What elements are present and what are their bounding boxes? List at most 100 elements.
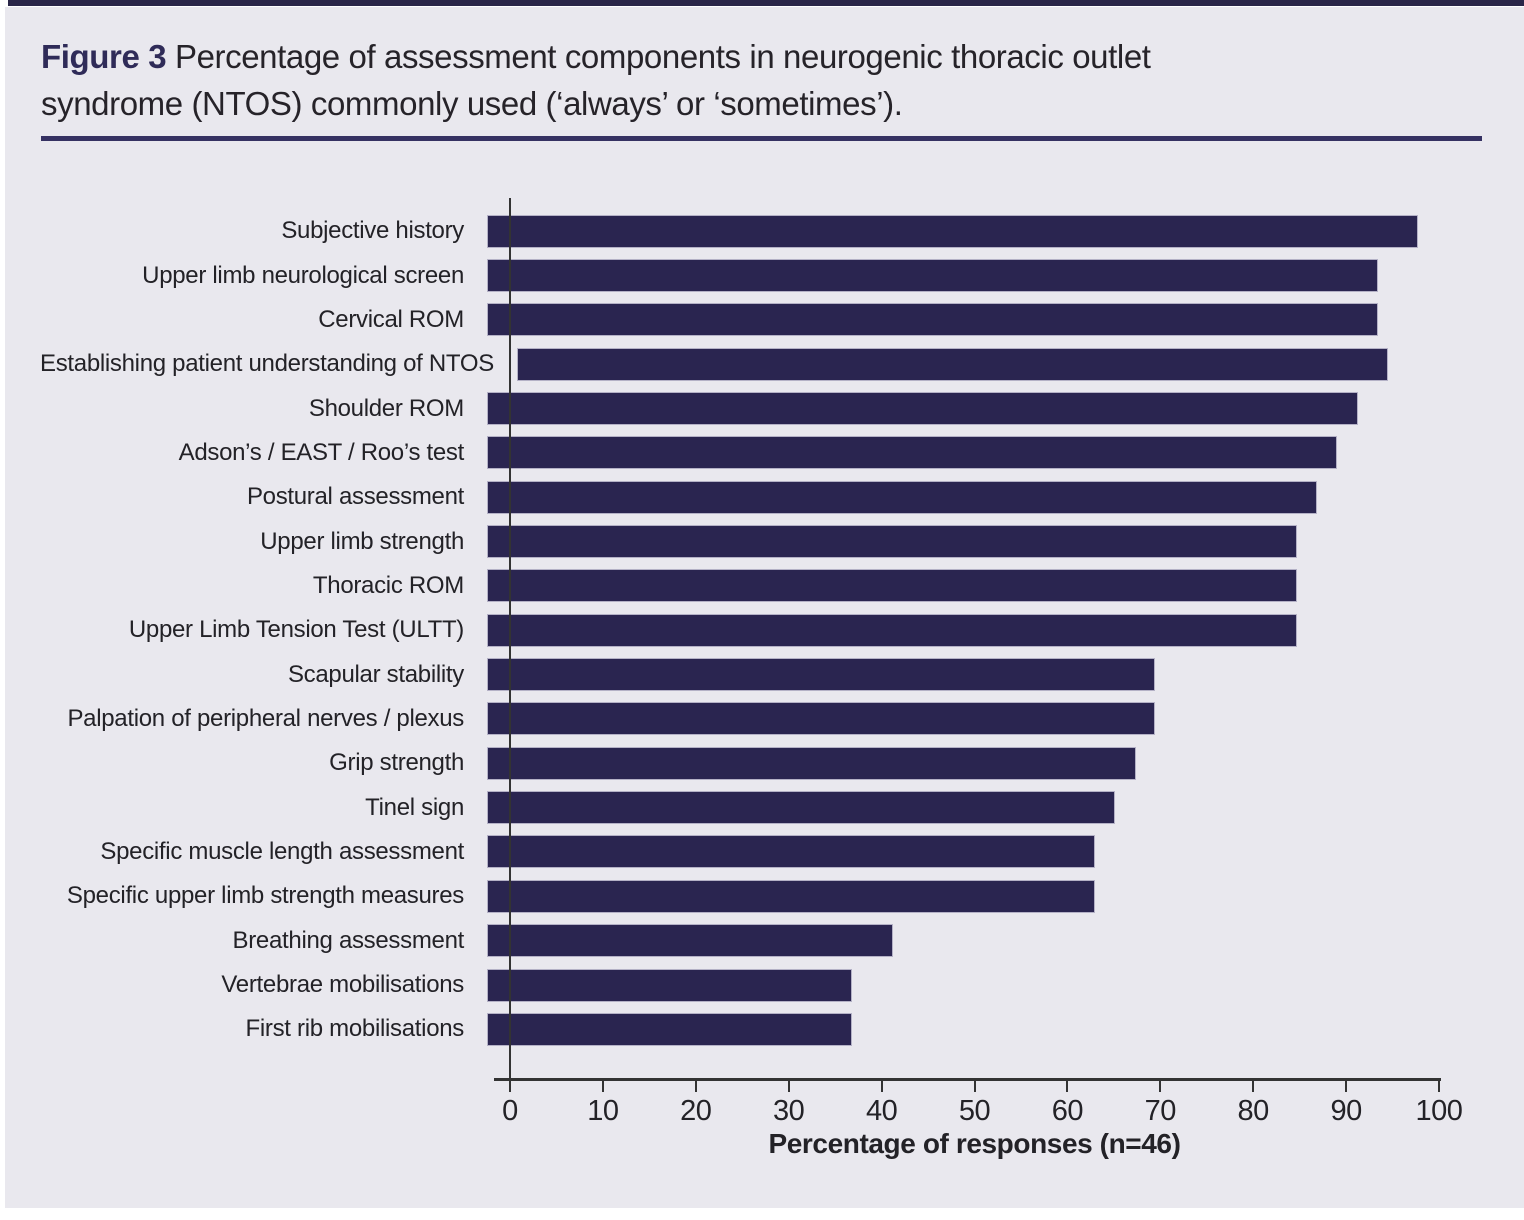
- bar-track: [516, 347, 1446, 381]
- bar: [487, 569, 1298, 603]
- x-axis-line: [494, 1078, 1441, 1081]
- category-label: Upper limb neurological screen: [142, 261, 464, 289]
- tick-mark: [694, 1081, 697, 1092]
- bar: [516, 347, 1388, 381]
- bar: [487, 702, 1156, 736]
- bar-row: Grip strength: [40, 741, 1439, 785]
- tick-label: 50: [958, 1095, 991, 1127]
- category-label: Subjective history: [281, 217, 464, 245]
- tick-mark: [509, 1081, 511, 1092]
- bar-row: Establishing patient understanding of NT…: [40, 342, 1439, 386]
- bar-row: Upper limb neurological screen: [40, 253, 1439, 297]
- bar: [487, 392, 1358, 426]
- bar-row: Vertebrae mobilisations: [40, 963, 1439, 1007]
- category-label: Thoracic ROM: [312, 571, 464, 599]
- bar-row: Thoracic ROM: [40, 564, 1439, 608]
- bar-row: Upper Limb Tension Test (ULTT): [40, 608, 1439, 652]
- tick-mark: [1345, 1081, 1348, 1092]
- bar: [487, 924, 894, 958]
- category-label: Scapular stability: [287, 660, 464, 688]
- bar: [487, 303, 1379, 337]
- bar: [487, 658, 1156, 692]
- tick-mark: [1438, 1081, 1440, 1092]
- bar: [487, 436, 1338, 470]
- figure-title-line1: Figure 3 Percentage of assessment compon…: [41, 33, 1431, 80]
- tick-label: 40: [865, 1095, 898, 1127]
- x-axis-ticks: 0 10 20 30 40 50 60 70 80 90 100: [502, 1081, 1463, 1141]
- tick-mark: [973, 1081, 976, 1092]
- bar: [487, 525, 1298, 559]
- bar-track: [487, 879, 1416, 913]
- bar-row: Breathing assessment: [40, 919, 1439, 963]
- figure-title: Figure 3 Percentage of assessment compon…: [41, 33, 1431, 127]
- bar-track: [487, 835, 1416, 869]
- category-label: Tinel sign: [365, 793, 464, 821]
- tick-label: 10: [587, 1095, 619, 1127]
- tick-mark: [1066, 1081, 1069, 1092]
- bar-chart: Subjective history Upper limb neurologic…: [40, 209, 1439, 1052]
- tick-mark: [1252, 1081, 1255, 1092]
- tick-label: 0: [502, 1095, 518, 1127]
- category-label: Upper limb strength: [260, 527, 464, 555]
- bar-row: Shoulder ROM: [40, 386, 1439, 430]
- bar-track: [487, 791, 1416, 825]
- tick-label: 30: [773, 1095, 805, 1127]
- category-label: Palpation of peripheral nerves / plexus: [67, 704, 464, 732]
- bar-track: [487, 392, 1416, 426]
- x-axis-title: Percentage of responses (n=46): [768, 1128, 1181, 1159]
- bar-row: Upper limb strength: [40, 519, 1439, 563]
- bar: [487, 791, 1116, 825]
- bar-track: [487, 214, 1418, 248]
- tick-mark: [1159, 1081, 1162, 1092]
- bar-row: Adson’s / EAST / Roo’s test: [40, 431, 1439, 475]
- category-label: Specific upper limb strength measures: [66, 882, 464, 910]
- bar-track: [487, 525, 1416, 559]
- figure-title-text: Percentage of assessment components in n…: [174, 38, 1151, 75]
- tick-label: 70: [1144, 1095, 1177, 1127]
- bar: [487, 746, 1136, 780]
- bar-track: [487, 569, 1416, 603]
- bar: [487, 613, 1298, 647]
- category-label: Cervical ROM: [318, 305, 464, 333]
- category-label: First rib mobilisations: [245, 1015, 465, 1043]
- bar-track: [487, 746, 1416, 780]
- bar-row: Palpation of peripheral nerves / plexus: [40, 697, 1439, 741]
- tick-mark: [787, 1081, 790, 1092]
- tick-mark: [601, 1081, 604, 1092]
- tick-mark: [880, 1081, 883, 1092]
- bar-row: Cervical ROM: [40, 298, 1439, 342]
- bar: [487, 968, 853, 1002]
- tick-label: 80: [1237, 1095, 1270, 1127]
- figure-title-line2: syndrome (NTOS) commonly used (‘always’ …: [41, 85, 903, 122]
- bar: [487, 259, 1379, 293]
- category-label: Grip strength: [329, 749, 464, 777]
- y-axis-line: [509, 198, 511, 1080]
- tick-label: 100: [1415, 1095, 1463, 1127]
- bar-row: Specific upper limb strength measures: [40, 874, 1439, 918]
- category-label: Postural assessment: [246, 483, 464, 511]
- category-label: Upper Limb Tension Test (ULTT): [128, 616, 464, 644]
- bar: [487, 1012, 853, 1046]
- bar: [487, 835, 1095, 869]
- bar-track: [487, 259, 1416, 293]
- figure-label: Figure 3: [41, 38, 167, 75]
- category-label: Adson’s / EAST / Roo’s test: [178, 438, 465, 466]
- bar-row: First rib mobilisations: [40, 1007, 1439, 1051]
- tick-label: 20: [680, 1095, 712, 1127]
- bar-track: [487, 480, 1416, 514]
- bar-track: [487, 702, 1416, 736]
- category-label: Shoulder ROM: [308, 394, 464, 422]
- top-accent-bar: [8, 0, 1524, 6]
- bar: [487, 480, 1317, 514]
- bar-track: [487, 303, 1416, 337]
- tick-label: 90: [1330, 1095, 1362, 1127]
- bar-track: [487, 968, 1416, 1002]
- category-label: Establishing patient understanding of NT…: [40, 350, 494, 378]
- bar-row: Subjective history: [40, 209, 1439, 253]
- bar-track: [487, 924, 1416, 958]
- figure-panel: [5, 7, 1524, 1208]
- category-label: Breathing assessment: [232, 926, 465, 954]
- category-label: Vertebrae mobilisations: [221, 971, 464, 999]
- bar: [487, 214, 1418, 248]
